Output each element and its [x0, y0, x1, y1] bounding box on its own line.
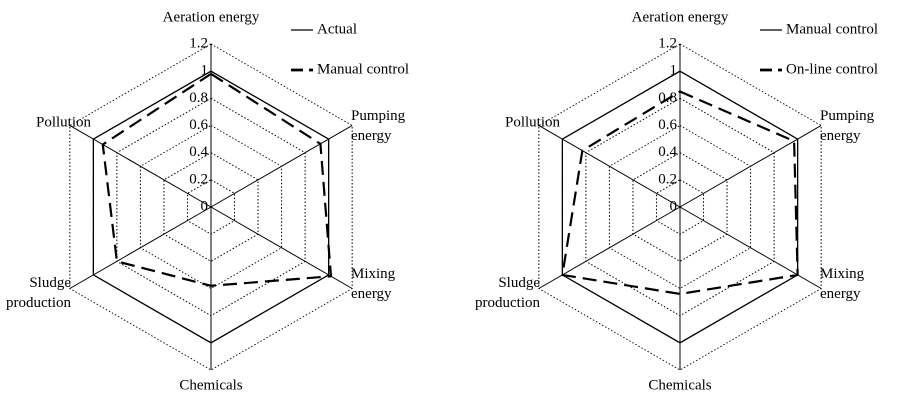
axis-line: [679, 125, 822, 208]
series-line: [101, 72, 333, 287]
tick-label: 1.2: [189, 35, 208, 51]
axis-label: Aeration energy: [632, 9, 729, 25]
tick-label: 0.4: [189, 144, 208, 160]
axis-label: Sludge production: [6, 275, 71, 311]
tick-label: 0.6: [189, 117, 208, 133]
tick-label: 0: [201, 198, 209, 214]
axis-label: Mixing energy: [820, 266, 865, 302]
tick-label: 0.4: [658, 144, 677, 160]
tick-label: 0.6: [658, 117, 677, 133]
axis-line: [210, 125, 353, 208]
tick-label: 0.2: [189, 171, 208, 187]
axis-label: Mixing energy: [351, 266, 396, 302]
axis-label: Sludge production: [475, 275, 540, 311]
axis-label: Pumping energy: [351, 108, 406, 144]
series-line: [561, 70, 799, 344]
axis-label: Pollution: [36, 114, 92, 130]
legend-label: On-line control: [786, 61, 878, 77]
series-line: [561, 90, 799, 296]
legend-label: Actual: [317, 21, 357, 37]
axis-label: Aeration energy: [163, 9, 260, 25]
axis-label: Pollution: [505, 114, 561, 130]
axis-label: Chemicals: [648, 377, 711, 393]
tick-label: 0: [670, 198, 678, 214]
tick-label: 1: [670, 63, 678, 79]
tick-label: 1: [201, 63, 209, 79]
tick-label: 0.8: [189, 90, 208, 106]
legend-label: Manual control: [786, 21, 878, 37]
series-line: [92, 70, 330, 344]
legend-label: Manual control: [317, 61, 409, 77]
tick-label: 0.2: [658, 171, 677, 187]
axis-label: Chemicals: [179, 377, 242, 393]
tick-label: 1.2: [658, 35, 677, 51]
axis-label: Pumping energy: [820, 108, 875, 144]
